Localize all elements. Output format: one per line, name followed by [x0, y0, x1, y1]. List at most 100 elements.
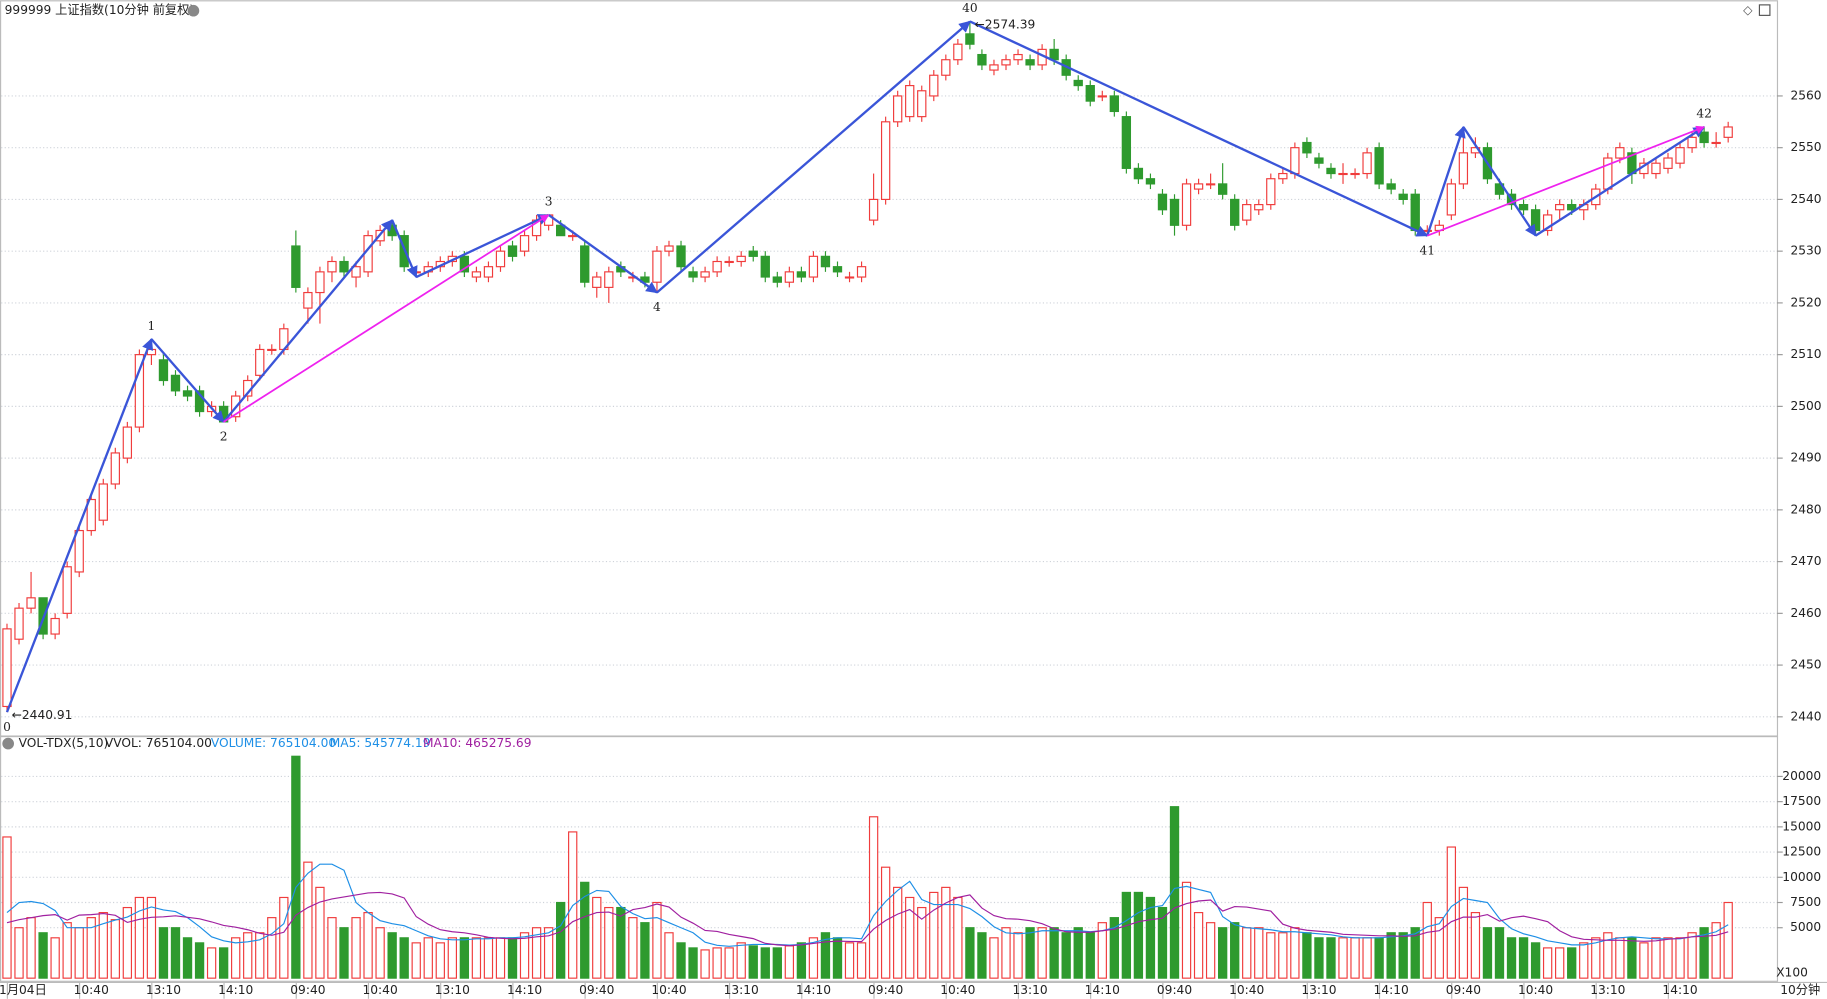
x-tick-label: 10:40 [651, 983, 686, 997]
wave-line [415, 213, 550, 279]
volume-bar [411, 942, 421, 979]
candle-body [604, 271, 614, 288]
candle-body [989, 64, 999, 71]
volume-bar [182, 937, 193, 979]
candle-body [1097, 95, 1107, 98]
volume-bar [856, 942, 867, 979]
candle-body [267, 348, 277, 351]
volume-bar [218, 947, 229, 979]
y-tick-label: 2550 [1790, 140, 1821, 154]
y-tick-label: 2540 [1790, 192, 1821, 206]
volume-bar [736, 942, 746, 979]
candle-body [1266, 178, 1276, 206]
candle-body [868, 198, 879, 221]
volume-bar [1639, 942, 1649, 979]
y-tick-label: 2500 [1790, 399, 1821, 413]
volume-bar [1097, 922, 1107, 979]
x-tick-label: 14:10 [218, 983, 253, 997]
volume-bar [1603, 932, 1613, 979]
candle-body [893, 95, 903, 123]
wave-label: 1 [148, 319, 156, 333]
y-tick-label: 2510 [1790, 347, 1821, 361]
y-tick-label: 2440 [1790, 709, 1821, 723]
candle-body [1567, 204, 1577, 211]
candle-body [98, 483, 108, 521]
candle-body [760, 255, 770, 278]
candle-body [1530, 209, 1541, 232]
title-menu[interactable] [187, 4, 200, 17]
candle-body [1181, 183, 1192, 226]
candle-body [1230, 198, 1240, 226]
vvol-text: VVOL: 765104.00 [105, 736, 212, 750]
volume-bar [1025, 927, 1035, 979]
candle-body [1326, 167, 1336, 175]
candle-body [688, 271, 698, 278]
candle-body [110, 452, 120, 485]
volume-bar [327, 917, 337, 979]
candle-body [580, 245, 590, 283]
volume-bar [712, 947, 722, 979]
volume-bar [50, 937, 60, 979]
candle-body [1458, 152, 1469, 185]
volume-bar [1518, 937, 1529, 979]
volume-bar [1723, 901, 1733, 979]
x-tick-label: 09:40 [579, 983, 614, 997]
volume-panel [0, 736, 1779, 982]
wave-line [222, 219, 394, 423]
volume-bar [580, 881, 590, 979]
volume-menu[interactable] [2, 737, 14, 750]
volume-bar [375, 927, 385, 979]
wave-label: 41 [1419, 243, 1435, 257]
x-tick-label: 13:10 [724, 983, 759, 997]
volume-bar [1266, 932, 1276, 979]
ma10-text: MA10: 465275.69 [423, 736, 532, 750]
volume-bar [1434, 917, 1444, 979]
volume-bar [1217, 927, 1228, 979]
candle-body [929, 74, 939, 97]
wave-line [150, 338, 225, 423]
toolbar-icon[interactable]: ◇ [1743, 3, 1753, 17]
volume-bar [640, 922, 650, 979]
candle-body [315, 271, 325, 294]
candle-body [62, 566, 72, 614]
candle-body [1374, 147, 1384, 185]
volume-bar [844, 942, 855, 979]
candle-body [483, 266, 494, 278]
candle-body [1049, 48, 1059, 61]
candle-body [736, 255, 746, 263]
chart-title: 999999 上证指数(10分钟 前复权) [5, 2, 194, 17]
candle-body [158, 359, 169, 382]
candle-body [1555, 204, 1565, 211]
volume-bar [1338, 937, 1348, 979]
volume-bar [291, 755, 301, 979]
volume-bar [1386, 932, 1396, 979]
x-tick-label: 14:10 [1085, 983, 1120, 997]
volume-bar [194, 942, 205, 979]
y-tick-label: 15000 [1782, 819, 1821, 833]
candle-body [700, 271, 710, 278]
y-tick-label: 5000 [1790, 920, 1821, 934]
volume-bar [86, 917, 96, 979]
volume-bar [1398, 932, 1408, 979]
volume-bar [122, 906, 133, 979]
volume-bar [1530, 942, 1541, 979]
candle-body [568, 235, 578, 238]
candle-body [965, 33, 975, 45]
volume-bar [1494, 927, 1505, 979]
volume-bar [555, 901, 566, 979]
volume-bar [315, 886, 325, 979]
candle-body [1615, 147, 1625, 159]
candle-body [820, 255, 831, 268]
y-tick-label: 2470 [1790, 554, 1821, 568]
volume-bar [1001, 927, 1011, 979]
candle-body [748, 250, 758, 257]
candle-body [1398, 193, 1408, 201]
period-label: 10分钟 [1780, 982, 1820, 997]
y-tick-label: 20000 [1782, 769, 1821, 783]
volume-bar [1374, 937, 1384, 979]
volume-bar [62, 922, 72, 979]
volume-bar [1699, 927, 1709, 979]
candle-body [134, 354, 145, 428]
toolbar-icon[interactable] [1758, 4, 1771, 16]
